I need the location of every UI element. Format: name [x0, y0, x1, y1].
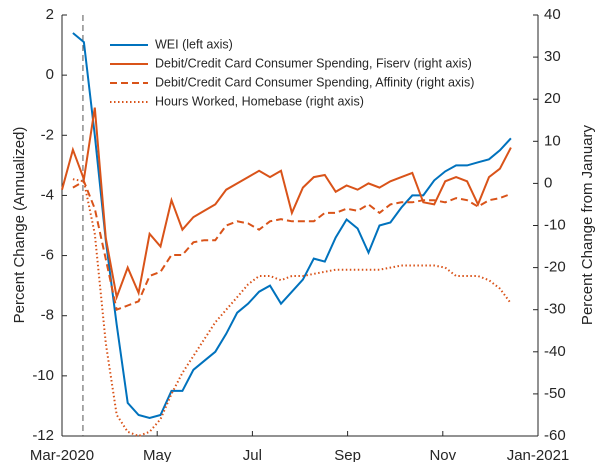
- y2-tick-label: 30: [544, 48, 561, 65]
- y2-tick-label: -40: [544, 343, 566, 360]
- legend-label: Hours Worked, Homebase (right axis): [155, 94, 364, 108]
- y-tick-label: -8: [41, 307, 54, 324]
- y2-tick-label: -30: [544, 301, 566, 318]
- series-line: [72, 178, 512, 438]
- x-tick-label: Sep: [334, 447, 361, 462]
- y-tick-label: -10: [32, 367, 54, 384]
- x-tick-label: Nov: [429, 447, 456, 462]
- y-tick-label: 2: [46, 6, 54, 23]
- x-tick-label: Mar-2020: [30, 447, 94, 462]
- y2-tick-label: -60: [544, 427, 566, 444]
- y2-tick-label: 40: [544, 6, 561, 23]
- y-axis-label: Percent Change (Annualized): [11, 127, 28, 324]
- x-tick-label: Jan-2021: [507, 447, 570, 462]
- series-line: [72, 32, 512, 420]
- series-line: [72, 179, 512, 312]
- y2-tick-label: -50: [544, 385, 566, 402]
- y-tick-label: -12: [32, 427, 54, 444]
- y-tick-label: 0: [46, 66, 54, 83]
- y-tick-label: -4: [41, 186, 54, 203]
- x-tick-label: May: [143, 447, 172, 462]
- y2-axis-label: Percent Change from January: [579, 124, 596, 325]
- legend-label: Debit/Credit Card Consumer Spending, Aff…: [155, 75, 474, 89]
- y2-tick-label: -10: [544, 216, 566, 233]
- legend-label: Debit/Credit Card Consumer Spending, Fis…: [155, 56, 472, 70]
- y-tick-label: -6: [41, 247, 54, 264]
- y2-tick-label: 0: [544, 174, 552, 191]
- y2-tick-label: 10: [544, 132, 561, 149]
- x-tick-label: Jul: [243, 447, 262, 462]
- y2-tick-label: 20: [544, 90, 561, 107]
- y-tick-label: -2: [41, 126, 54, 143]
- y2-tick-label: -20: [544, 259, 566, 276]
- legend-label: WEI (left axis): [155, 37, 233, 51]
